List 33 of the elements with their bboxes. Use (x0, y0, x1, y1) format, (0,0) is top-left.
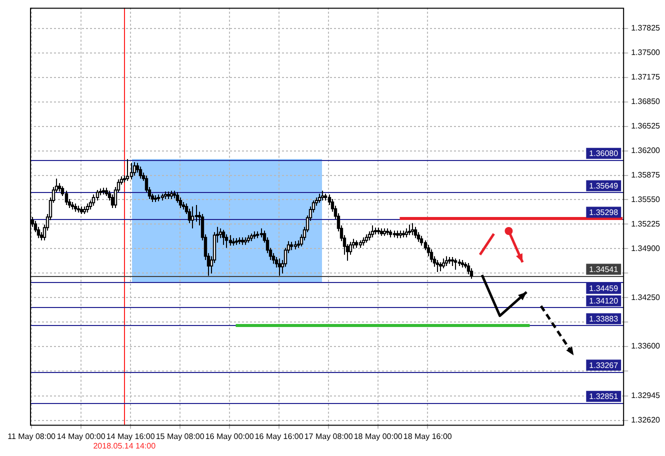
y-tick-label: 1.34900 (631, 244, 661, 253)
y-tick-label: 1.35550 (631, 194, 661, 204)
ref-line-label: 1.35298 (589, 208, 619, 217)
x-tick-label: 17 May 08:00 (304, 432, 354, 441)
y-tick-label: 1.36525 (631, 122, 661, 131)
y-tick-label: 1.35225 (631, 219, 661, 228)
y-tick-label: 1.37825 (631, 24, 661, 33)
ref-line-label: 1.33883 (589, 314, 619, 324)
y-tick-label: 1.32945 (631, 391, 661, 400)
ref-line-label: 1.34541 (589, 264, 619, 274)
x-tick-label: 14 May 16:00 (106, 432, 156, 441)
x-tick-label: 18 May 00:00 (354, 432, 403, 441)
x-tick-label: 11 May 08:00 (8, 432, 56, 441)
ref-line-label: 1.34459 (589, 284, 619, 294)
y-tick-label: 1.36200 (631, 146, 661, 156)
y-tick-label: 1.35875 (631, 170, 661, 180)
ref-line-label: 1.35649 (589, 181, 619, 190)
x-tick-label: 16 May 16:00 (254, 432, 304, 441)
ref-line-label: 1.32851 (589, 392, 619, 402)
x-tick-label: 18 May 16:00 (403, 432, 452, 441)
y-tick-label: 1.33600 (631, 342, 661, 351)
ref-line-label: 1.36080 (589, 149, 619, 158)
x-tick-label: 2018.05.14 14:00 (93, 441, 156, 450)
y-tick-label: 1.37175 (631, 72, 661, 82)
y-tick-label: 1.34250 (631, 292, 661, 302)
ref-line-label: 1.33267 (589, 360, 619, 370)
x-tick-label: 14 May 00:00 (56, 432, 106, 441)
x-tick-label: 15 May 08:00 (156, 432, 205, 441)
y-tick-label: 1.32620 (631, 415, 661, 424)
y-tick-label: 1.37500 (631, 48, 661, 58)
y-tick-label: 1.36850 (631, 97, 661, 106)
x-tick-label: 16 May 00:00 (205, 432, 254, 441)
ref-line-label: 1.34120 (589, 296, 619, 306)
